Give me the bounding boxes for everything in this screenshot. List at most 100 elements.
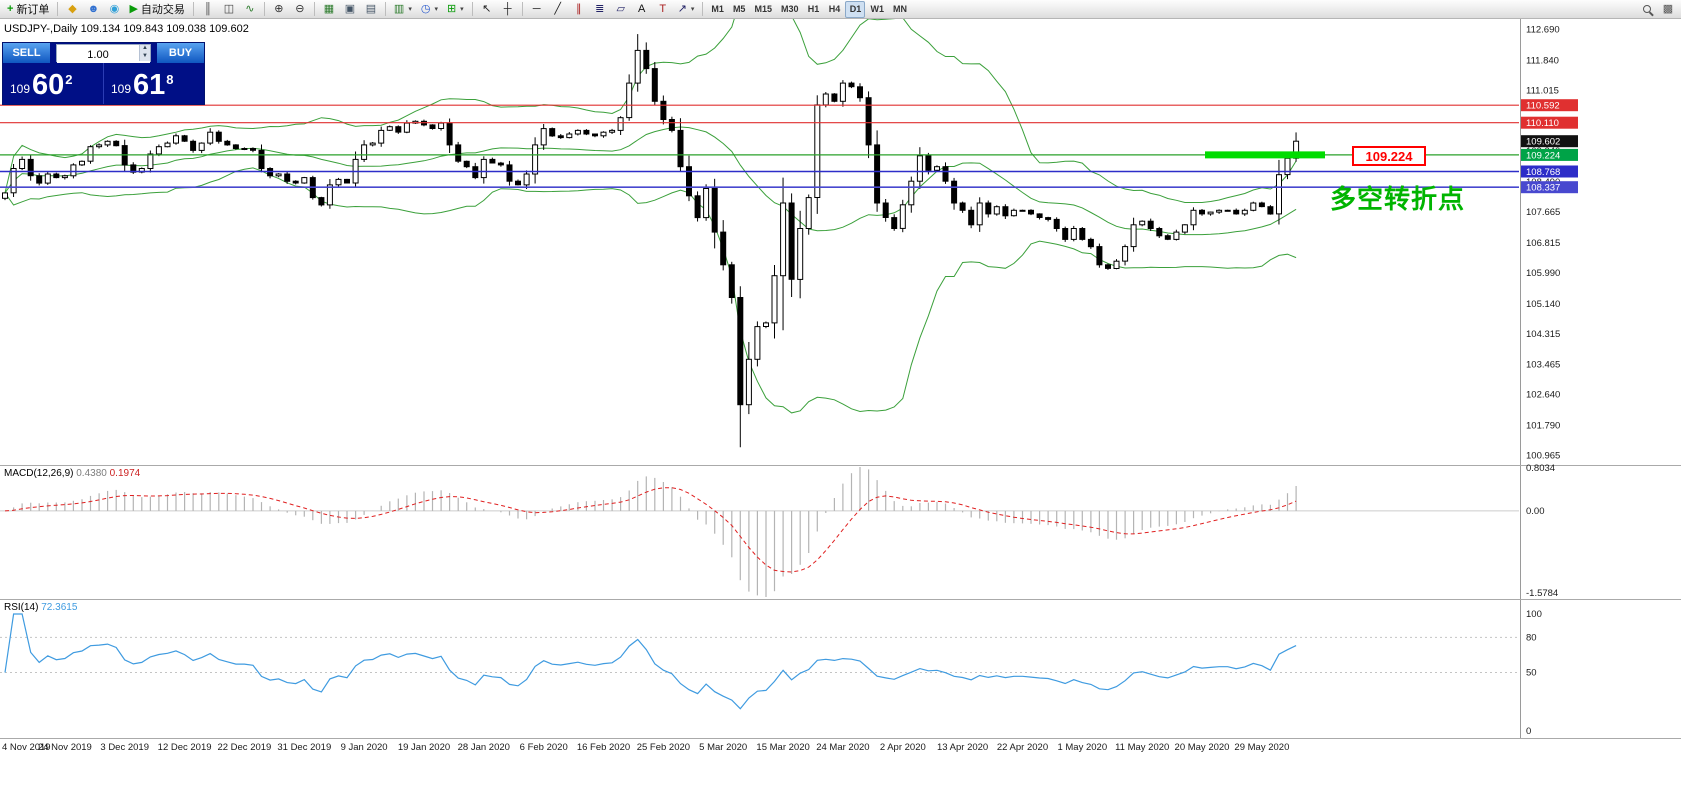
tf-w1-label: W1 <box>870 4 884 14</box>
auto-trading-button[interactable]: ▶ 自动交易 <box>125 1 188 18</box>
svg-text:3 Dec 2019: 3 Dec 2019 <box>100 742 149 753</box>
macd-signal-value: 0.1974 <box>109 468 141 479</box>
svg-text:110.592: 110.592 <box>1526 101 1560 112</box>
chart-window-icon[interactable]: ▩ <box>1658 1 1678 18</box>
text-label-icon: T <box>659 2 667 15</box>
tf-mn-label: MN <box>892 4 907 14</box>
turning-point-note[interactable]: 多空转折点 <box>1330 184 1466 214</box>
trendline-icon[interactable]: ╱ <box>548 1 568 18</box>
svg-text:104.315: 104.315 <box>1526 329 1560 340</box>
tf-m1-button[interactable]: M1 <box>707 1 728 18</box>
volume-down-button[interactable]: ▼ <box>142 53 148 59</box>
svg-text:11 May 2020: 11 May 2020 <box>1115 742 1169 753</box>
crosshair-icon[interactable]: ┼ <box>498 1 518 18</box>
fibonacci-icon[interactable]: ≣ <box>590 1 610 18</box>
volume-input[interactable] <box>57 47 150 63</box>
svg-text:13 Apr 2020: 13 Apr 2020 <box>937 742 988 753</box>
tf-m5-button[interactable]: M5 <box>729 1 750 18</box>
bar-chart-icon[interactable]: ║ <box>198 1 218 18</box>
new-chart-icon[interactable]: ▥ ▾ <box>390 1 416 18</box>
bid-price: 109 60 2 <box>3 63 103 104</box>
channel-icon[interactable]: ∥ <box>569 1 589 18</box>
community-icon[interactable]: ☻ <box>83 1 103 18</box>
tf-m1-label: M1 <box>711 4 724 14</box>
rsi-value: 72.3615 <box>41 602 78 613</box>
sell-button[interactable]: SELL <box>3 43 50 63</box>
new-order-button[interactable]: + 新订单 <box>3 1 53 18</box>
auto-trading-icon: ▶ <box>129 2 138 15</box>
tf-d1-label: D1 <box>849 4 862 14</box>
text-icon[interactable]: A <box>632 1 652 18</box>
svg-text:31 Dec 2019: 31 Dec 2019 <box>277 742 331 753</box>
candlestick-chart-icon[interactable]: ◫ <box>219 1 239 18</box>
tf-d1-button[interactable]: D1 <box>845 0 866 18</box>
svg-text:28 Jan 2020: 28 Jan 2020 <box>458 742 510 753</box>
tf-h4-label: H4 <box>828 4 841 14</box>
channel-icon: ∥ <box>575 2 582 15</box>
tf-m30-label: M30 <box>780 4 799 14</box>
tile-windows-icon[interactable]: ▦ <box>319 1 339 18</box>
svg-text:112.690: 112.690 <box>1526 25 1560 36</box>
cursor-icon[interactable]: ↖ <box>477 1 497 18</box>
tf-mn-button[interactable]: MN <box>889 1 911 18</box>
svg-text:5 Mar 2020: 5 Mar 2020 <box>699 742 747 753</box>
trade-panel-controls: SELL ▲ ▼ BUY <box>3 43 204 63</box>
tf-h1-label: H1 <box>807 4 820 14</box>
search-icon <box>1643 5 1651 13</box>
tf-m5-label: M5 <box>732 4 746 14</box>
svg-text:0: 0 <box>1526 726 1531 737</box>
cascade-windows-icon: ▣ <box>344 2 356 15</box>
trade-panel-prices: 109 60 2 109 61 8 <box>3 63 204 104</box>
tf-m15-label: M15 <box>754 4 772 14</box>
svg-text:103.465: 103.465 <box>1526 360 1560 371</box>
candlestick-chart-icon: ◫ <box>223 2 235 15</box>
svg-text:111.840: 111.840 <box>1526 55 1559 66</box>
line-chart-icon[interactable]: ∿ <box>240 1 260 18</box>
profiles-icon[interactable]: ◷ ▾ <box>417 1 442 18</box>
arrows-icon: ↗ <box>677 2 687 15</box>
tf-h4-button[interactable]: H4 <box>824 1 844 18</box>
svg-text:102.640: 102.640 <box>1526 390 1560 401</box>
buy-button[interactable]: BUY <box>157 43 204 63</box>
svg-text:100: 100 <box>1526 609 1542 620</box>
svg-text:24 Nov 2019: 24 Nov 2019 <box>38 742 92 753</box>
chat-icon[interactable]: ◉ <box>104 1 124 18</box>
tf-m30-button[interactable]: M30 <box>777 1 803 18</box>
chart-canvas[interactable]: 112.690111.840111.015110.165109.340108.4… <box>0 19 1681 807</box>
ask-price-figure: 109 <box>111 82 132 96</box>
rsi-name: RSI(14) <box>4 602 39 613</box>
svg-text:108.768: 108.768 <box>1526 167 1560 178</box>
new-order-label: 新订单 <box>16 4 50 16</box>
svg-text:24 Mar 2020: 24 Mar 2020 <box>816 742 869 753</box>
search-icon[interactable] <box>1637 1 1657 18</box>
bid-price-pips: 60 <box>32 69 65 101</box>
tf-w1-button[interactable]: W1 <box>866 1 888 18</box>
zoom-out-icon[interactable]: ⊖ <box>290 1 310 18</box>
market-watch-icon[interactable]: ◆ <box>62 1 82 18</box>
cascade-windows-icon[interactable]: ▣ <box>340 1 360 18</box>
arrange-windows-icon[interactable]: ▤ <box>361 1 381 18</box>
volume-spinner: ▲ ▼ <box>139 45 150 61</box>
shapes-icon[interactable]: ▱ <box>611 1 631 18</box>
zoom-in-icon[interactable]: ⊕ <box>269 1 289 18</box>
ask-price-pips: 61 <box>133 69 166 101</box>
tf-m15-button[interactable]: M15 <box>750 1 776 18</box>
svg-text:107.665: 107.665 <box>1526 207 1560 218</box>
svg-text:20 May 2020: 20 May 2020 <box>1175 742 1230 753</box>
horizontal-line-icon[interactable]: ─ <box>527 1 547 18</box>
tf-h1-button[interactable]: H1 <box>803 1 823 18</box>
indicators-icon: ⊞ <box>446 2 457 15</box>
price-annotation-box[interactable]: 109.224 <box>1352 146 1426 166</box>
svg-text:110.110: 110.110 <box>1526 118 1559 129</box>
indicators-icon[interactable]: ⊞ ▾ <box>443 1 468 18</box>
chart-title: USDJPY-,Daily 109.134 109.843 109.038 10… <box>4 23 249 35</box>
arrows-icon[interactable]: ↗ ▾ <box>674 1 699 18</box>
trendline-icon: ╱ <box>554 2 561 15</box>
toolbar-separator <box>471 2 473 16</box>
price-pane <box>0 19 1519 448</box>
volume-up-button[interactable]: ▲ <box>142 45 148 51</box>
bid-price-figure: 109 <box>10 82 31 96</box>
text-label-icon[interactable]: T <box>653 1 673 18</box>
axes: 112.690111.840111.015110.165109.340108.4… <box>0 19 1681 753</box>
svg-text:16 Feb 2020: 16 Feb 2020 <box>577 742 630 753</box>
